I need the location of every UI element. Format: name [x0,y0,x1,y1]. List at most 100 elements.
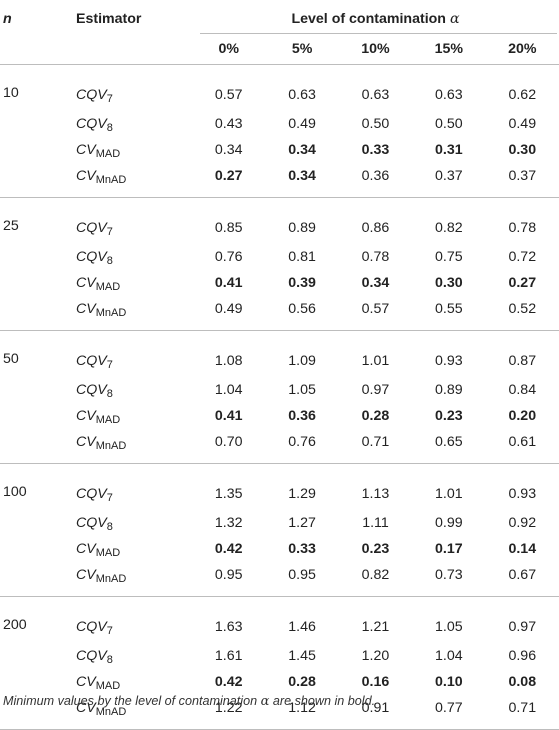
estimator-name: CQV [76,648,107,664]
estimator-subscript: 8 [106,521,113,533]
contamination-level-header: Level of contamination α [192,4,559,34]
value-cell: 0.49 [508,116,537,132]
footnote-text-before: Minimum values by the level of contamina… [3,694,258,708]
value-cell: 0.49 [288,116,316,132]
value-cell: 0.49 [214,301,243,317]
value-cell: 0.08 [508,674,537,690]
value-cell: 1.61 [214,648,243,664]
value-cell: 0.41 [214,275,243,291]
table-row: 10 CQV7 0.57 0.63 0.63 0.63 0.62 [0,65,559,112]
sample-size-cell [0,111,68,137]
table-row: 25 CQV7 0.85 0.89 0.86 0.82 0.78 [0,198,559,245]
estimator-subscript: MnAD [95,706,127,718]
value-cell: 0.10 [435,674,463,690]
estimator-subscript: 8 [106,388,113,400]
estimator-column-header: Estimator [76,11,142,27]
value-cell: 0.23 [435,408,463,424]
table-row: 100 CQV7 1.35 1.29 1.13 1.01 0.93 [0,464,559,511]
value-cell: 0.78 [508,220,537,236]
estimator-cell: CQV7 [68,597,192,644]
sample-size-cell [0,244,68,270]
value-cell: 0.84 [508,382,537,398]
table-row: CVMnAD 0.27 0.34 0.36 0.37 0.37 [0,163,559,198]
value-cell: 0.28 [361,408,390,424]
value-cell: 0.71 [508,700,537,716]
estimator-subscript: 7 [106,226,113,238]
value-cell: 0.36 [288,408,316,424]
estimator-name: CV [76,700,96,716]
estimator-name: CV [76,541,96,557]
estimator-cell: CVMnAD [68,562,192,597]
table-row: CVMAD 0.42 0.28 0.16 0.10 0.08 [0,669,559,695]
estimator-cell: CQV8 [68,244,192,270]
estimator-subscript: 7 [106,492,113,504]
value-cell: 0.78 [361,249,390,265]
estimator-subscript: MAD [95,148,121,160]
value-cell: 0.36 [361,168,390,184]
table-row: CVMnAD 0.70 0.76 0.71 0.65 0.61 [0,429,559,464]
value-cell: 0.65 [435,434,463,450]
table-row: 200 CQV7 1.63 1.46 1.21 1.05 0.97 [0,597,559,644]
value-cell: 1.01 [435,486,463,502]
value-cell: 1.21 [361,619,390,635]
estimator-subscript: 8 [106,122,113,134]
table-footnote: Minimum values by the level of contamina… [3,694,375,709]
estimator-subscript: MAD [95,414,121,426]
estimator-name: CQV [76,382,107,398]
value-cell: 1.01 [361,353,390,369]
sample-size-cell [0,377,68,403]
table-row: CVMAD 0.34 0.34 0.33 0.31 0.30 [0,137,559,163]
value-cell: 0.57 [214,87,243,103]
table-row: CQV8 1.04 1.05 0.97 0.89 0.84 [0,377,559,403]
value-cell: 0.91 [361,700,390,716]
value-cell: 0.56 [288,301,316,317]
value-cell: 0.89 [435,382,463,398]
value-cell: 0.55 [435,301,463,317]
table-row: CVMnAD 0.95 0.95 0.82 0.73 0.67 [0,562,559,597]
estimator-name: CQV [76,249,107,265]
estimator-cell: CQV8 [68,643,192,669]
estimator-name: CV [76,142,96,158]
estimator-subscript: 8 [106,654,113,666]
sample-size-cell [0,163,68,198]
results-table: n Estimator Level of contamination α 0% 5… [0,4,559,730]
estimator-name: CV [76,301,96,317]
value-cell: 1.04 [214,382,243,398]
sample-size-cell [0,296,68,331]
value-cell: 1.11 [362,515,389,531]
value-cell: 0.92 [508,515,537,531]
estimator-cell: CQV7 [68,65,192,112]
table-row: CVMAD 0.41 0.36 0.28 0.23 0.20 [0,403,559,429]
header-spacer [0,34,68,65]
value-cell: 1.27 [288,515,316,531]
sample-size-cell: 200 [3,617,27,633]
estimator-name: CQV [76,619,107,635]
contamination-levels-row: 0% 5% 10% 15% 20% [0,34,559,65]
sample-size-cell [0,270,68,296]
value-cell: 0.62 [508,87,537,103]
estimator-cell: CQV8 [68,510,192,536]
value-cell: 0.63 [288,87,316,103]
table-row: CQV8 0.43 0.49 0.50 0.50 0.49 [0,111,559,137]
estimator-name: CQV [76,220,107,236]
header-spacer [68,34,192,65]
value-cell: 1.08 [214,353,243,369]
estimator-name: CV [76,168,96,184]
contamination-level-1: 5% [291,41,313,57]
value-cell: 0.85 [214,220,243,236]
sample-size-cell: 10 [3,85,19,101]
estimator-subscript: MnAD [95,573,127,585]
value-cell: 0.70 [214,434,243,450]
value-cell: 0.73 [435,567,463,583]
estimator-cell: CVMAD [68,536,192,562]
value-cell: 0.50 [435,116,463,132]
estimator-cell: CVMnAD [68,695,192,730]
sample-size-cell: 100 [3,484,27,500]
estimator-cell: CQV7 [68,464,192,511]
table-row: CVMAD 0.41 0.39 0.34 0.30 0.27 [0,270,559,296]
value-cell: 0.20 [508,408,537,424]
estimator-cell: CVMnAD [68,163,192,198]
n-column-header: n [3,11,12,27]
estimator-cell: CVMnAD [68,429,192,464]
